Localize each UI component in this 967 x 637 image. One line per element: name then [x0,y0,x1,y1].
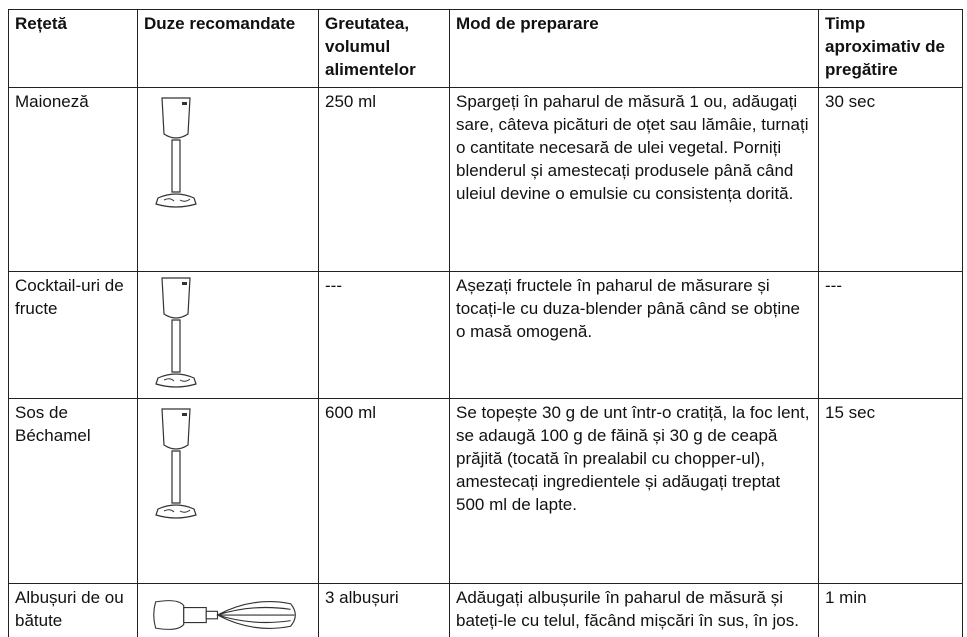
attachment [137,87,319,272]
method: Spargeți în paharul de măsură 1 ou, adău… [449,87,819,272]
recipe-table: Rețetă Duze recomandate Greutatea, volum… [8,9,963,637]
method: Adăugați albușurile în paharul de măsură… [449,583,819,637]
row: Maioneză 250 ml Spargeți în paharul de m… [8,87,963,272]
weight: 250 ml [318,87,450,272]
blender-icon [152,405,202,525]
weight: 600 ml [318,398,450,584]
recipe: Maioneză [8,87,138,272]
header-cell: Mod de preparare [449,9,819,88]
header-cell: Rețetă [8,9,138,88]
attachment [137,583,319,637]
header-cell: Duze recomandate [137,9,319,88]
time: --- [818,271,963,399]
recipe: Albușuri de ou bătute [8,583,138,637]
attachment [137,398,319,584]
method: Așezați fructele în paharul de măsurare … [449,271,819,399]
whisk-icon [150,594,300,636]
blender-icon [152,274,202,394]
method: Se topește 30 g de unt într-o cratiță, l… [449,398,819,584]
weight: 3 albușuri [318,583,450,637]
recipe: Cocktail-uri de fructe [8,271,138,399]
attachment [137,271,319,399]
blender-icon [152,94,202,214]
weight: --- [318,271,450,399]
time: 15 sec [818,398,963,584]
recipe: Sos de Béchamel [8,398,138,584]
header-row: Rețetă Duze recomandate Greutatea, volum… [8,9,963,88]
header-cell: Timp aproximativ de pregătire [818,9,963,88]
time: 30 sec [818,87,963,272]
row: Sos de Béchamel 600 ml Se topește 30 g d… [8,398,963,584]
row: Cocktail-uri de fructe --- Așezați fruct… [8,271,963,399]
row: Albușuri de ou bătute 3 albușuri Adăugaț… [8,583,963,637]
time: 1 min [818,583,963,637]
header-cell: Greutatea, volumul alimentelor [318,9,450,88]
